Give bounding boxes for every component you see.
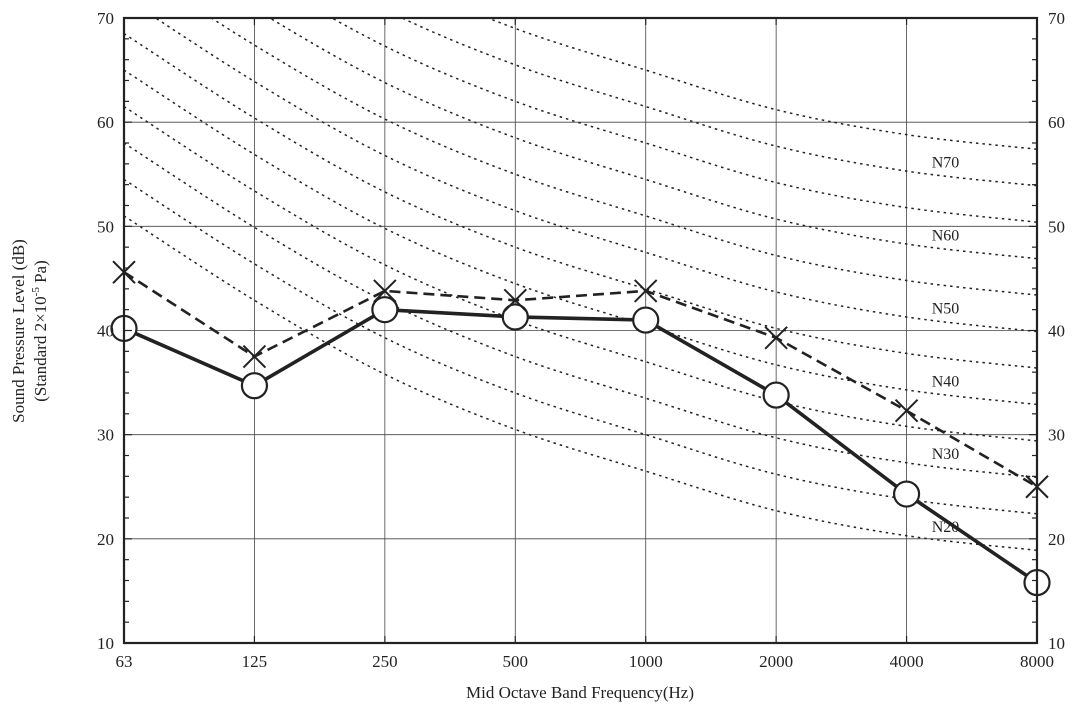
y-tick-label-right: 50	[1048, 217, 1065, 236]
data-point-x-stroke	[242, 344, 267, 369]
y-axis-label-line2-sup: -5	[30, 287, 42, 297]
nc-curve-label: N60	[932, 227, 960, 244]
nc-curve	[124, 69, 1037, 406]
x-tick-label: 4000	[890, 652, 924, 671]
data-point-x-stroke	[894, 399, 919, 423]
nc-curve	[124, 178, 1037, 515]
y-tick-label-left: 40	[97, 322, 114, 341]
nc-curve-label: N40	[932, 373, 960, 390]
data-point-circle	[632, 306, 660, 334]
x-tick-label: 8000	[1020, 652, 1054, 671]
y-tick-label-right: 20	[1048, 530, 1065, 549]
nc-curve-label: N50	[932, 300, 960, 317]
y-tick-label-left: 70	[97, 9, 114, 28]
data-point-x-stroke	[764, 326, 788, 350]
x-axis-label: Mid Octave Band Frequency(Hz)	[466, 683, 694, 702]
y-tick-label-right: 70	[1048, 9, 1065, 28]
data-series	[110, 260, 1051, 597]
x-tick-label: 2000	[759, 652, 793, 671]
nc-curve	[330, 18, 1037, 223]
y-axis-label-line2: (Standard 2×10-5 Pa)	[30, 260, 50, 402]
data-point-x	[634, 279, 658, 303]
nc-curve	[268, 18, 1037, 260]
y-tick-label-left: 20	[97, 530, 114, 549]
data-point-x	[894, 399, 919, 423]
data-point-x	[503, 288, 527, 312]
x-tick-label: 125	[242, 652, 268, 671]
data-point-circle	[371, 296, 399, 324]
plot-frame	[122, 16, 1039, 645]
y-tick-label-left: 60	[97, 113, 114, 132]
nc-curve	[124, 32, 1037, 369]
nc-curve-label: N30	[932, 446, 960, 463]
data-point-x-stroke	[503, 288, 527, 312]
data-point-x	[242, 344, 267, 369]
y-tick-label-right: 10	[1048, 634, 1065, 653]
data-point-circle	[501, 303, 529, 331]
y-tick-label-left: 10	[97, 634, 114, 653]
data-point-circle	[892, 480, 921, 508]
y-tick-label-right: 30	[1048, 426, 1065, 445]
series-line-dashed	[123, 271, 1038, 488]
data-point-circle	[240, 372, 269, 400]
grid	[123, 17, 1038, 644]
nc-curve-label: N70	[932, 155, 960, 172]
series-line-solid	[123, 307, 1039, 585]
data-point-x	[764, 326, 788, 350]
y-tick-label-left: 30	[97, 426, 114, 445]
x-tick-label: 500	[503, 652, 529, 671]
nc-curve	[124, 215, 1037, 552]
data-point-x	[373, 279, 397, 303]
y-axis-label: Sound Pressure Level (dB) (Standard 2×10…	[9, 239, 50, 423]
x-tick-label: 63	[116, 652, 133, 671]
nc-curves	[124, 18, 1037, 552]
data-point-circle	[762, 381, 790, 409]
y-tick-label-right: 60	[1048, 113, 1065, 132]
y-axis-label-line2-pre: (Standard 2×10	[31, 296, 50, 401]
data-point-x-stroke	[373, 279, 397, 303]
x-tick-label: 250	[372, 652, 398, 671]
y-tick-label-left: 50	[97, 217, 114, 236]
y-axis-label-line1: Sound Pressure Level (dB)	[9, 239, 28, 423]
x-tick-label: 1000	[629, 652, 663, 671]
y-tick-label-right: 40	[1048, 322, 1065, 341]
nc-curve	[209, 18, 1037, 296]
data-point-x-stroke	[634, 279, 658, 303]
nc-curve	[154, 18, 1037, 333]
nc-curve	[124, 105, 1037, 442]
nc-curve	[485, 18, 1037, 150]
y-axis-label-line2-post: Pa)	[31, 260, 50, 287]
nc-curve	[124, 142, 1037, 479]
